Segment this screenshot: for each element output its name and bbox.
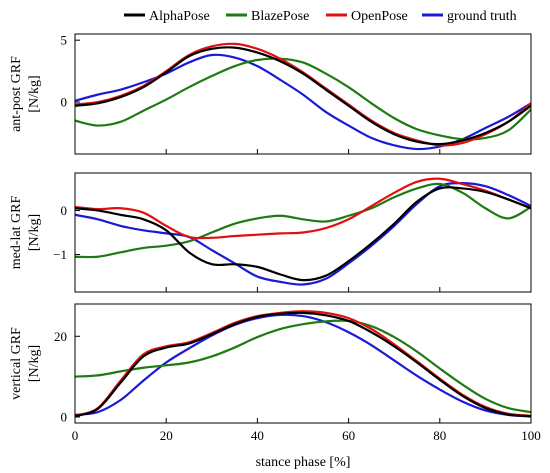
- series-line-alphapose: [75, 311, 531, 418]
- series-line-openpose: [75, 177, 531, 240]
- y-axis-unit: [N/kg]: [27, 345, 42, 382]
- panel-1-series: [75, 42, 531, 151]
- x-tick-label: 40: [251, 428, 264, 443]
- y-tick-label: −1: [53, 247, 67, 262]
- panel-frame: [74, 303, 532, 424]
- panel-frame: [74, 172, 532, 293]
- legend-label-ground-truth: ground truth: [447, 9, 517, 24]
- series-line-alphapose: [75, 186, 531, 282]
- x-tick-label: 80: [433, 428, 446, 443]
- panel-3-series: [75, 310, 531, 418]
- legend: AlphaPose BlazePose OpenPose ground trut…: [124, 9, 517, 24]
- y-tick-label: 20: [54, 329, 67, 344]
- panel-2: 0 −1 med-lat GRF [N/kg]: [9, 172, 532, 293]
- x-axis-title: stance phase [%]: [256, 455, 351, 470]
- y-axis-title: ant-post GRF: [9, 56, 24, 132]
- x-tick-label: 60: [342, 428, 355, 443]
- y-tick-label: 0: [61, 203, 68, 218]
- x-tick-label: 20: [160, 428, 173, 443]
- series-line-ground-truth: [75, 53, 531, 151]
- panel-frame: [74, 33, 532, 155]
- series-line-blazepose: [75, 182, 531, 259]
- series-line-blazepose: [75, 57, 531, 141]
- panel-1: 0 5 ant-post GRF [N/kg]: [9, 33, 532, 155]
- y-axis-unit: [N/kg]: [27, 214, 42, 251]
- x-tick-label: 0: [72, 428, 79, 443]
- series-line-ground-truth: [75, 182, 531, 286]
- series-line-openpose: [75, 310, 531, 417]
- legend-label-blazepose: BlazePose: [251, 9, 309, 24]
- y-tick-label: 0: [61, 95, 68, 110]
- y-axis-title: med-lat GRF: [9, 196, 24, 270]
- panel-2-series: [75, 177, 531, 286]
- y-axis-unit: [N/kg]: [27, 75, 42, 112]
- series-line-ground-truth: [75, 313, 531, 418]
- series-line-blazepose: [75, 319, 531, 414]
- y-tick-label: 0: [61, 409, 68, 424]
- y-axis-title: vertical GRF: [9, 327, 24, 400]
- legend-label-openpose: OpenPose: [351, 9, 408, 24]
- x-tick-label: 100: [521, 428, 541, 443]
- y-tick-label: 5: [61, 33, 68, 48]
- panel-3: 0 20 0 20 40 60 80 100 vertical GRF [N/kg]: [9, 303, 541, 443]
- series-line-alphapose: [75, 46, 531, 146]
- legend-label-alphapose: AlphaPose: [149, 9, 210, 24]
